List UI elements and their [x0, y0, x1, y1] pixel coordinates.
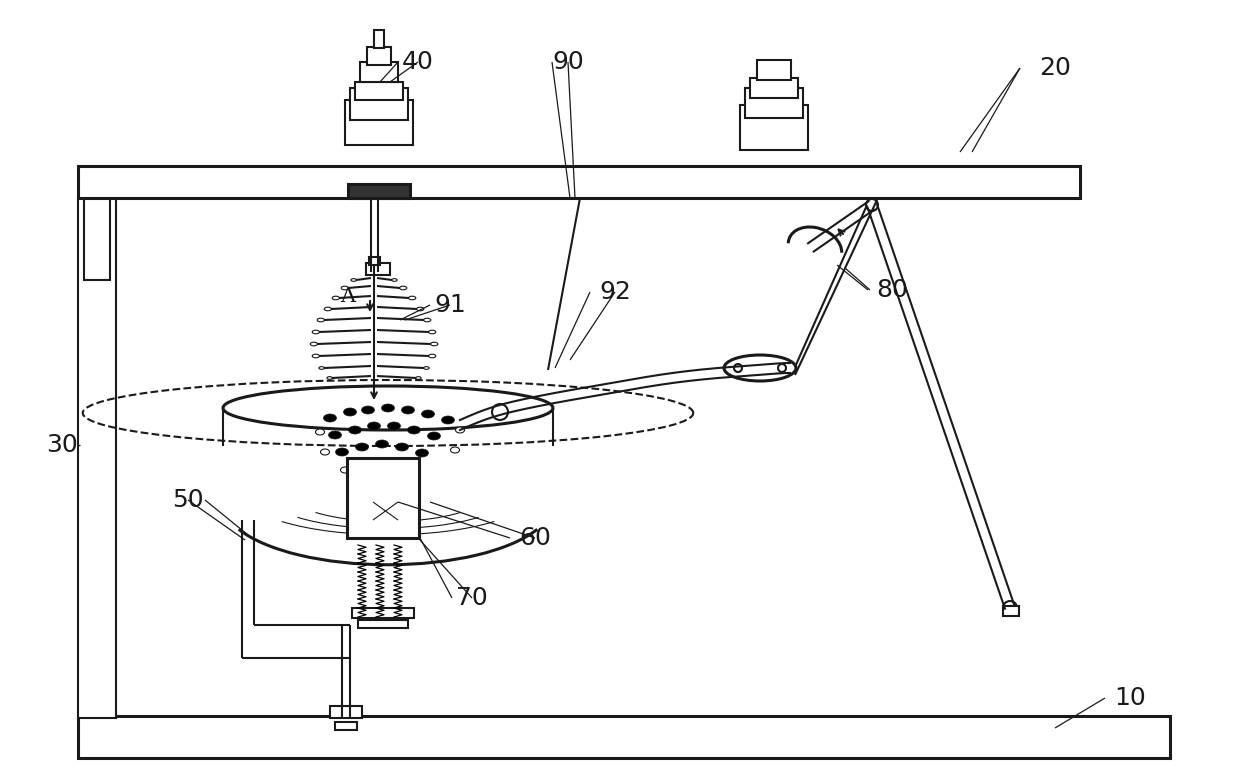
Ellipse shape	[343, 408, 357, 416]
Circle shape	[777, 364, 786, 372]
Text: 10: 10	[1114, 686, 1146, 710]
Bar	[374, 30, 384, 48]
Ellipse shape	[324, 307, 331, 311]
Ellipse shape	[317, 319, 325, 322]
Text: 20: 20	[1039, 56, 1071, 80]
Bar	[352, 608, 414, 618]
Bar	[348, 184, 410, 198]
Bar	[78, 716, 1171, 758]
Bar	[750, 78, 799, 98]
Text: 80: 80	[877, 278, 908, 302]
Ellipse shape	[362, 406, 374, 414]
Ellipse shape	[428, 432, 440, 440]
Bar	[358, 620, 408, 628]
Bar	[350, 88, 408, 120]
Bar	[745, 88, 804, 118]
Circle shape	[1003, 601, 1017, 615]
Bar	[84, 192, 110, 280]
Ellipse shape	[450, 447, 460, 453]
Ellipse shape	[724, 355, 796, 381]
Ellipse shape	[441, 416, 455, 424]
Ellipse shape	[348, 462, 362, 470]
Ellipse shape	[382, 404, 394, 412]
Ellipse shape	[324, 414, 336, 422]
Text: A: A	[341, 287, 356, 305]
Ellipse shape	[320, 449, 330, 455]
Ellipse shape	[387, 422, 401, 430]
Ellipse shape	[424, 319, 430, 322]
Text: 60: 60	[520, 526, 551, 550]
Ellipse shape	[429, 354, 435, 358]
Ellipse shape	[329, 431, 341, 439]
Ellipse shape	[430, 343, 438, 346]
Bar	[352, 511, 414, 525]
Ellipse shape	[312, 354, 320, 358]
Ellipse shape	[367, 422, 381, 430]
Circle shape	[866, 199, 878, 211]
Bar	[347, 458, 419, 538]
Bar	[78, 198, 117, 718]
Ellipse shape	[415, 377, 422, 379]
Ellipse shape	[327, 377, 332, 379]
Ellipse shape	[348, 426, 362, 434]
Text: 92: 92	[599, 280, 631, 304]
Ellipse shape	[429, 330, 435, 334]
Text: 40: 40	[402, 50, 434, 74]
Ellipse shape	[319, 367, 325, 370]
Bar	[1003, 606, 1019, 616]
Circle shape	[492, 404, 508, 420]
Ellipse shape	[332, 296, 340, 300]
Ellipse shape	[368, 458, 382, 466]
Text: 30: 30	[46, 433, 78, 457]
Bar	[345, 100, 413, 145]
Bar	[335, 722, 357, 730]
Bar	[756, 60, 791, 80]
Ellipse shape	[417, 307, 424, 311]
Ellipse shape	[396, 443, 408, 451]
Circle shape	[734, 364, 742, 372]
Ellipse shape	[312, 330, 320, 334]
Ellipse shape	[409, 296, 415, 300]
Bar	[740, 105, 808, 150]
Ellipse shape	[424, 367, 429, 370]
Bar	[373, 484, 398, 502]
Bar	[78, 166, 1080, 198]
Bar	[366, 263, 391, 275]
Bar	[360, 62, 398, 82]
Ellipse shape	[310, 343, 317, 346]
Ellipse shape	[392, 279, 397, 281]
Bar	[367, 47, 391, 65]
Ellipse shape	[422, 410, 434, 418]
Bar	[370, 257, 379, 265]
Ellipse shape	[336, 448, 348, 456]
Text: 91: 91	[434, 293, 466, 317]
Text: 70: 70	[456, 586, 487, 610]
Ellipse shape	[341, 467, 350, 473]
Text: 90: 90	[552, 50, 584, 74]
Ellipse shape	[376, 440, 388, 448]
Bar	[355, 82, 403, 100]
Text: 50: 50	[172, 488, 203, 512]
Ellipse shape	[315, 429, 325, 435]
Ellipse shape	[388, 461, 402, 469]
Ellipse shape	[415, 449, 429, 457]
Ellipse shape	[351, 279, 356, 281]
Ellipse shape	[356, 443, 368, 451]
Ellipse shape	[408, 426, 420, 434]
Ellipse shape	[341, 286, 348, 290]
Bar	[330, 706, 362, 718]
Ellipse shape	[402, 406, 414, 414]
Ellipse shape	[399, 286, 407, 290]
Ellipse shape	[455, 427, 465, 433]
